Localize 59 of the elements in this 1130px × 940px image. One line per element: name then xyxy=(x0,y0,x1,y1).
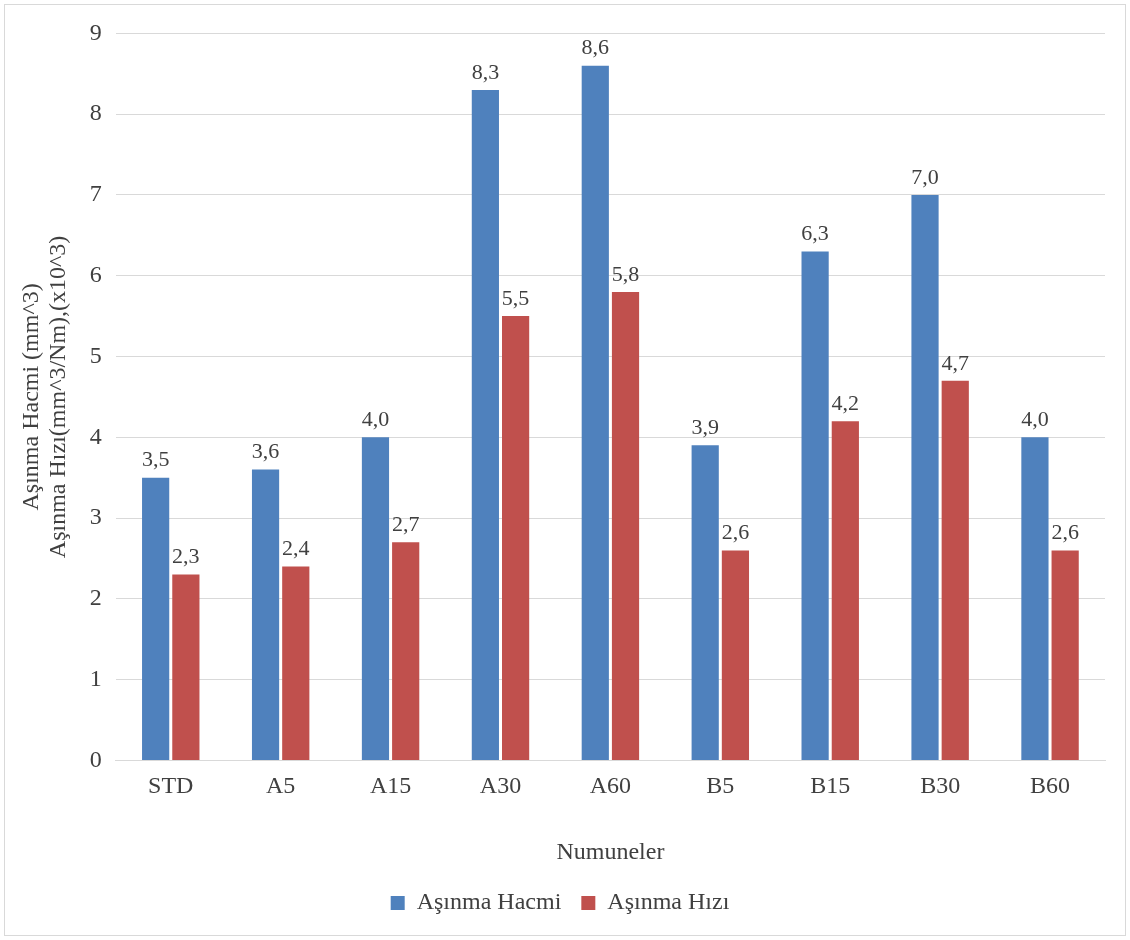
bar xyxy=(471,89,499,760)
bar xyxy=(911,194,939,760)
bar xyxy=(581,65,609,760)
bar xyxy=(1021,437,1049,760)
y-tick-label: 2 xyxy=(89,584,102,611)
data-label: 5,5 xyxy=(501,284,530,310)
data-label: 4,0 xyxy=(361,406,390,432)
x-axis-title: Numuneler xyxy=(556,837,665,864)
bar xyxy=(502,316,530,760)
y-axis-title: Aşınma Hacmi (mm^3) Aşınma Hızı(mm^3/Nm),(x10^3) xyxy=(17,235,70,559)
legend-label: Aşınma Hacmi xyxy=(416,888,562,915)
data-label: 2,4 xyxy=(282,535,310,561)
data-label: 3,5 xyxy=(141,446,170,472)
x-tick-label: B60 xyxy=(1030,772,1071,799)
legend-label: Aşınma Hızı xyxy=(607,888,730,915)
data-label: 2,3 xyxy=(172,543,200,569)
data-label: 3,6 xyxy=(251,438,280,464)
x-tick-label: B5 xyxy=(706,772,735,799)
bar xyxy=(691,445,719,760)
data-label: 4,0 xyxy=(1021,406,1049,432)
y-tick-label: 5 xyxy=(89,341,102,368)
bar xyxy=(172,574,200,760)
bar xyxy=(251,469,280,760)
y-tick-label: 9 xyxy=(89,18,102,45)
x-tick-label: A5 xyxy=(265,772,296,799)
bar xyxy=(392,542,420,760)
data-label: 2,6 xyxy=(721,519,750,545)
y-tick-label: 4 xyxy=(89,422,102,449)
x-tick-label: A30 xyxy=(479,772,522,799)
y-tick-label: 6 xyxy=(89,261,102,288)
x-tick-label: A60 xyxy=(589,772,632,799)
y-tick-label: 7 xyxy=(89,180,102,207)
bar xyxy=(282,566,310,760)
data-label: 6,3 xyxy=(801,220,829,246)
bar xyxy=(361,437,390,760)
bar xyxy=(142,477,170,760)
data-label: 7,0 xyxy=(911,163,939,189)
y-tick-label: 8 xyxy=(89,99,102,126)
data-label: 8,3 xyxy=(471,58,500,84)
y-tick-label: 1 xyxy=(89,664,102,691)
data-label: 4,2 xyxy=(831,389,860,415)
data-label: 3,9 xyxy=(691,414,719,440)
data-label: 4,7 xyxy=(941,349,969,375)
bar xyxy=(611,291,640,760)
x-tick-label: A15 xyxy=(369,772,412,799)
bar xyxy=(721,550,750,760)
x-tick-label: B30 xyxy=(920,772,961,799)
bar xyxy=(831,421,859,760)
data-label: 8,6 xyxy=(581,34,610,60)
bar xyxy=(801,251,829,760)
data-label: 5,8 xyxy=(611,260,640,286)
bar xyxy=(1051,550,1079,760)
x-tick-label: B15 xyxy=(810,772,851,799)
y-tick-label: 3 xyxy=(89,503,102,530)
bar xyxy=(941,380,969,760)
x-tick-label: STD xyxy=(148,772,194,799)
data-label: 2,7 xyxy=(391,511,420,537)
y-tick-label: 0 xyxy=(89,745,102,772)
data-label: 2,6 xyxy=(1051,519,1079,545)
